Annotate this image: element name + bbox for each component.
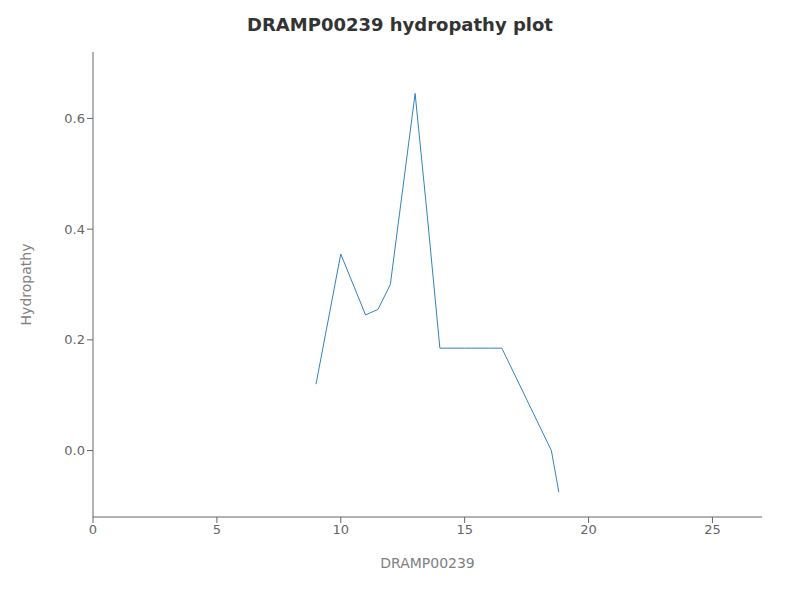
svg-text:0.4: 0.4 <box>64 222 85 237</box>
svg-text:0.2: 0.2 <box>64 332 85 347</box>
svg-text:Hydropathy: Hydropathy <box>18 244 34 326</box>
html-text:DRAMP00239 hydropathy plot: DRAMP00239 hydropathy plot <box>247 14 553 35</box>
svg-text:DRAMP00239: DRAMP00239 <box>380 555 475 571</box>
svg-text:15: 15 <box>456 522 473 537</box>
svg-text:10: 10 <box>333 522 350 537</box>
svg-text:25: 25 <box>704 522 721 537</box>
svg-text:5: 5 <box>213 522 221 537</box>
svg-text:0.6: 0.6 <box>64 111 85 126</box>
svg-text:20: 20 <box>580 522 597 537</box>
svg-text:0.0: 0.0 <box>64 443 85 458</box>
svg-text:0: 0 <box>89 522 97 537</box>
